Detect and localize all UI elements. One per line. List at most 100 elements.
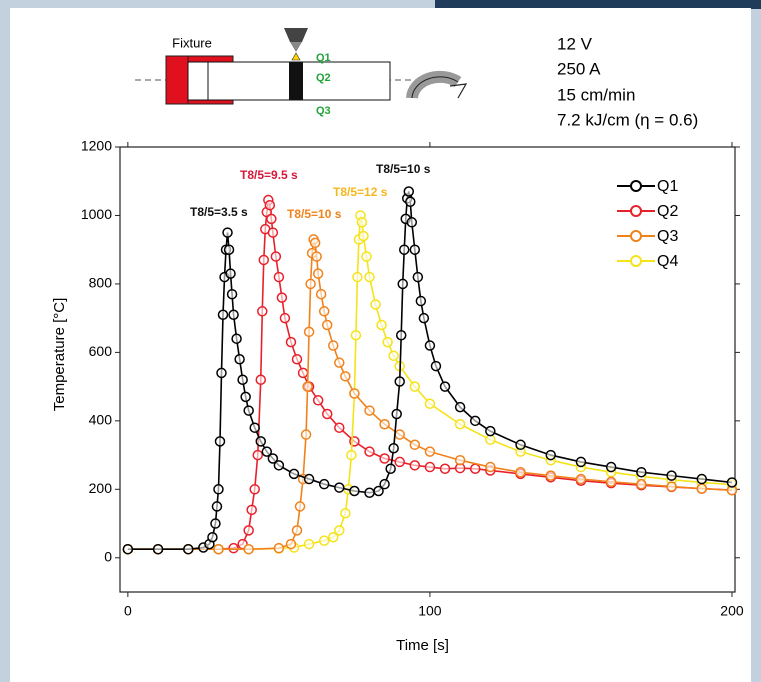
data-point (257, 306, 268, 317)
data-point (356, 217, 368, 228)
annotation: T8/5=3.5 s (190, 205, 248, 219)
data-point (364, 271, 375, 283)
weld-bead (289, 62, 303, 100)
data-point (388, 350, 399, 362)
data-point (210, 518, 221, 529)
data-point (364, 405, 375, 416)
data-point (405, 196, 416, 208)
data-point (303, 473, 315, 485)
data-point (240, 391, 251, 403)
torch (284, 28, 308, 42)
data-point (370, 299, 381, 310)
data-point (409, 460, 421, 471)
data-point (213, 484, 224, 495)
data-point (288, 468, 300, 480)
data-point (350, 330, 362, 341)
data-point (394, 429, 405, 440)
y-axis-label: Temperature [°C] (51, 298, 68, 412)
data-point (303, 326, 315, 338)
legend-marker (630, 255, 642, 267)
data-point (328, 340, 339, 351)
data-point (291, 353, 303, 365)
data-point (328, 531, 339, 543)
data-point (315, 288, 327, 300)
data-point (152, 543, 164, 555)
data-point (364, 446, 375, 457)
data-point (226, 288, 238, 300)
data-point (352, 271, 363, 283)
parameter: 12 V (557, 34, 593, 53)
data-point (364, 487, 375, 498)
plot-area (119, 146, 736, 593)
y-tick-label: 1200 (81, 138, 112, 154)
data-point (279, 312, 291, 324)
data-point (214, 436, 226, 447)
data-point (406, 217, 418, 228)
data-point (454, 419, 466, 430)
legend-marker (630, 205, 642, 217)
plot: 0 200 400 600 800 1000 1200 0 100 200 Time [s] Temp… (51, 138, 744, 654)
workpiece-end (187, 61, 209, 101)
data-point (321, 408, 333, 420)
data-point (376, 319, 387, 331)
data-point (294, 501, 306, 512)
data-point (243, 525, 254, 536)
data-point (311, 251, 322, 262)
data-point (545, 449, 556, 461)
data-point (424, 398, 436, 409)
x-tick-label: 0 (124, 603, 132, 619)
data-point (309, 237, 321, 249)
data-point (225, 268, 236, 279)
data-point (297, 367, 309, 379)
data-point (340, 371, 351, 382)
data-point (122, 543, 134, 555)
data-point (334, 482, 345, 493)
data-point (300, 429, 312, 440)
data-point (255, 436, 267, 447)
data-point (249, 422, 260, 433)
data-point (266, 213, 277, 225)
data-point (388, 442, 399, 454)
y-tick-label: 400 (89, 412, 113, 428)
legend-label: Q3 (657, 228, 678, 245)
data-point (255, 374, 267, 386)
data-point (379, 419, 390, 430)
data-point (334, 422, 345, 433)
data-point (312, 395, 324, 406)
x-tick-label: 100 (418, 603, 442, 619)
legend-label: Q1 (657, 178, 678, 195)
y-tick-label: 0 (104, 548, 112, 564)
data-point (485, 425, 496, 437)
data-point (303, 538, 315, 550)
data-point (454, 401, 466, 413)
data-point (391, 408, 402, 420)
data-point (636, 478, 647, 490)
data-point (361, 251, 372, 262)
parameters: 12 V 250 A 15 cm/min 7.2 kJ/cm (η = 0.6) (557, 34, 698, 129)
data-point (243, 543, 254, 555)
data-point (267, 227, 279, 238)
y-tick-label: 200 (89, 480, 113, 496)
data-point (605, 461, 617, 473)
point-label: Q2 (316, 72, 331, 84)
data-point (726, 477, 738, 488)
data-point (575, 473, 587, 485)
data-point (349, 388, 360, 399)
data-point (346, 449, 357, 461)
data-point (485, 461, 496, 473)
data-point (231, 333, 242, 344)
data-point (222, 227, 233, 238)
data-point (439, 381, 451, 392)
data-point (305, 278, 316, 290)
point-label: Q1 (316, 52, 331, 64)
data-point (469, 463, 481, 475)
annotation: T8/5=12 s (333, 185, 388, 199)
data-point (424, 340, 436, 351)
parameter: 15 cm/min (557, 85, 635, 104)
data-point (379, 453, 390, 464)
data-point (258, 254, 270, 266)
schematic: Fixture Q1 Q2 Q3 (135, 28, 468, 117)
legend-marker (630, 180, 642, 192)
data-point (243, 405, 254, 416)
data-point (397, 278, 408, 290)
